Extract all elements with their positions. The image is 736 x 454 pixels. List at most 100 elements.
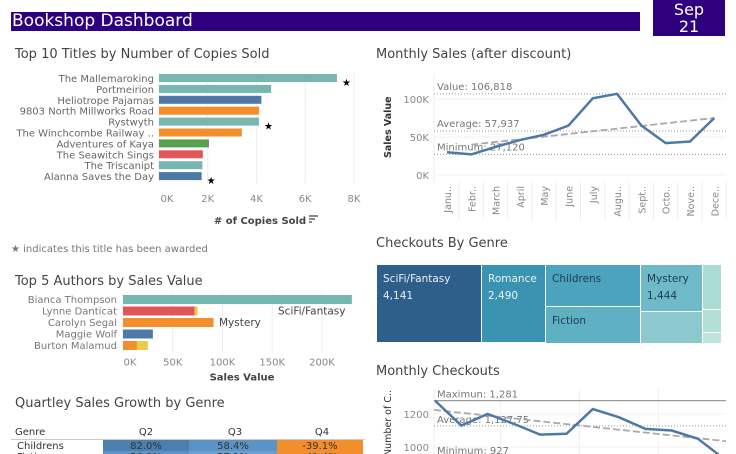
- reference-label: Value: 106,818: [437, 82, 512, 93]
- tile-label: SciFi/Fantasy: [383, 273, 451, 285]
- title-bar: [159, 95, 262, 104]
- treemap-tile[interactable]: [482, 265, 545, 342]
- sales-line: [446, 92, 716, 156]
- title-label: The Mallemaroking: [58, 74, 154, 85]
- award-star-icon: ★: [264, 122, 273, 133]
- growth-cell: [103, 451, 189, 454]
- author-label: Carolyn Segal: [48, 318, 117, 329]
- top-authors-title: Top 5 Authors by Sales Value: [15, 274, 203, 289]
- x-tick-label: 200K: [309, 358, 335, 369]
- growth-title: Quartley Sales Growth by Genre: [15, 396, 225, 411]
- author-label: Burton Malamud: [34, 341, 117, 352]
- reference-label: Minimum: 27,120: [437, 142, 525, 153]
- title-bar: [159, 106, 259, 115]
- author-bar-segment: [194, 306, 198, 316]
- x-tick-label: June: [565, 186, 576, 208]
- y-tick-label: 1200: [404, 410, 429, 421]
- reference-label: Average: 57,937: [437, 119, 520, 130]
- growth-value: 58.4%: [217, 441, 249, 452]
- dashboard-header: Bookshop Dashboard: [11, 12, 640, 31]
- x-tick-label: July: [589, 186, 600, 204]
- growth-value: 56.0%: [130, 452, 162, 454]
- tile-value: 4,141: [383, 290, 413, 302]
- growth-value: -39.1%: [302, 441, 337, 452]
- x-tick-label: 100K: [210, 358, 236, 369]
- monthly-checkouts-chart: 1000 1200 Number of C.. Maximun: 1,281 Avera…: [383, 389, 727, 454]
- author-bar-segment: [123, 306, 195, 316]
- genre-cell: Childrens: [17, 441, 64, 452]
- tile-label: Childrens: [552, 273, 601, 285]
- title-label: Rystwyth: [108, 118, 154, 129]
- growth-cell: [277, 440, 363, 451]
- title-bar: [159, 128, 242, 137]
- x-tick-label: 0K: [161, 194, 174, 205]
- author-bar-segment: [123, 318, 214, 327]
- title-label: Alanna Saves the Day: [44, 172, 154, 183]
- y-tick-label: 1000: [404, 443, 429, 454]
- tile-value: 1,444: [647, 290, 677, 302]
- title-bar: [159, 172, 202, 181]
- checkouts-line: [434, 399, 720, 454]
- date-day: 21: [678, 17, 700, 36]
- checkouts-genre-title: Checkouts By Genre: [376, 236, 508, 251]
- treemap-tile[interactable]: [703, 265, 721, 309]
- dashboard-title: Bookshop Dashboard: [12, 11, 193, 31]
- x-tick-label: Nove..: [686, 186, 697, 216]
- title-label: The Winchcombe Railway ..: [15, 129, 154, 140]
- top-titles-title: Top 10 Titles by Number of Copies Sold: [15, 47, 270, 62]
- sort-icon[interactable]: [309, 215, 318, 223]
- title-bar: [159, 139, 209, 148]
- treemap-tile[interactable]: [703, 333, 721, 343]
- annotation-label: Mystery: [219, 317, 261, 329]
- x-tick-label: Janu..: [443, 186, 454, 214]
- x-tick-label: April: [516, 186, 527, 208]
- treemap-tile[interactable]: [703, 310, 721, 332]
- x-tick-label: Octo..: [662, 186, 673, 214]
- title-label: Heliotrope Pajamas: [57, 96, 154, 107]
- x-tick-label: 50K: [163, 358, 183, 369]
- title-label: Adventures of Kaya: [57, 139, 155, 150]
- award-star-icon: ★: [342, 78, 351, 89]
- treemap-tile[interactable]: [546, 265, 640, 306]
- author-bar-segment: [123, 295, 352, 304]
- author-bar-segment: [123, 329, 153, 339]
- x-tick-label: 150K: [259, 358, 285, 369]
- growth-cell: [103, 440, 189, 451]
- title-bar: [159, 161, 203, 170]
- title-bar: [159, 84, 272, 93]
- growth-value: 82.0%: [130, 441, 162, 452]
- x-tick-label: 6K: [299, 194, 312, 205]
- checkouts-genre-treemap[interactable]: SciFi/Fantasy 4,141 Romance 2,490 Childrens F…: [370, 260, 736, 350]
- title-label: The Seawitch Sings: [56, 150, 154, 161]
- growth-cell: [189, 440, 277, 451]
- y-axis-title: Sales Value: [383, 96, 394, 158]
- author-label: Bianca Thompson: [28, 295, 117, 306]
- x-tick-label: Febr..: [467, 186, 478, 212]
- treemap-tile[interactable]: [546, 307, 640, 343]
- y-axis-title: Number of C..: [383, 390, 394, 454]
- column-header: Q2: [139, 427, 153, 438]
- author-label: Lynne Danticat: [42, 307, 117, 318]
- tile-label: Fiction: [552, 315, 586, 327]
- tile-label: Mystery: [647, 273, 689, 285]
- treemap-tile[interactable]: [641, 265, 702, 311]
- tile-label: Romance: [488, 273, 537, 285]
- title-label: 9803 North Millworks Road: [20, 107, 154, 118]
- treemap-tile[interactable]: [641, 312, 702, 343]
- author-bar-segment: [123, 341, 137, 350]
- reference-label: Maximun: 1,281: [437, 390, 518, 401]
- monthly-sales-title: Monthly Sales (after discount): [376, 47, 572, 62]
- treemap-tile[interactable]: [377, 265, 481, 342]
- title-bar: [159, 74, 337, 82]
- growth-value: 57.1%: [217, 452, 249, 454]
- top-titles-chart: 0K 2K 4K 6K 8K The Mallemaroking ★ PortmeirionH…: [15, 73, 361, 227]
- growth-cell: [189, 451, 277, 454]
- tile-value: 2,490: [488, 290, 518, 302]
- x-tick-label: 8K: [348, 194, 361, 205]
- monthly-checkouts-title: Monthly Checkouts: [376, 364, 500, 379]
- y-tick-label: 100K: [403, 95, 429, 106]
- x-tick-label: Augu..: [613, 186, 624, 217]
- date-month: Sep: [673, 0, 705, 19]
- genre-cell: Fiction: [17, 452, 49, 454]
